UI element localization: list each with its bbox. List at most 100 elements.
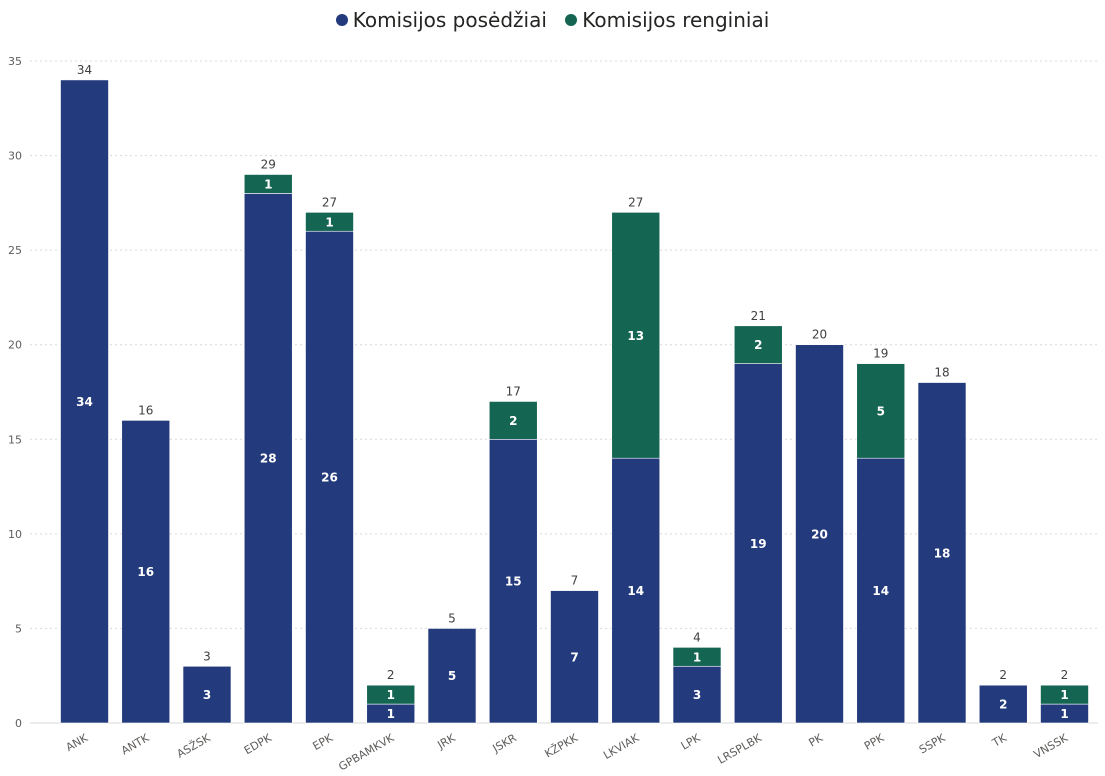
bar-segment-label: 1 — [693, 650, 701, 664]
bar-total-label: 21 — [751, 309, 766, 323]
y-tick-label: 35 — [8, 55, 22, 68]
bar-segment-renginiai[interactable] — [1040, 684, 1089, 705]
bar-total-label: 3 — [203, 649, 211, 663]
bar-segment-posedziai[interactable] — [60, 79, 109, 724]
x-category-label: LKVIAK — [601, 731, 642, 762]
bar-segment-posedziai[interactable] — [182, 665, 232, 724]
bar-segment-label: 7 — [570, 650, 578, 664]
y-tick-label: 30 — [8, 150, 22, 163]
x-category-label: SSPK — [917, 731, 948, 757]
bar-segment-renginiai[interactable] — [488, 401, 538, 440]
x-category-label: VNSSK — [1032, 731, 1071, 761]
bar-total-label: 27 — [322, 195, 337, 209]
bar-total-label: 4 — [693, 630, 701, 644]
bar-segment-renginiai[interactable] — [305, 212, 354, 232]
bar-segment-posedziai[interactable] — [978, 684, 1028, 724]
x-category-label: EDPK — [242, 731, 275, 757]
bar-total-label: 17 — [506, 384, 521, 398]
bar-segment-label: 14 — [627, 584, 644, 598]
bar-segment-label: 1 — [387, 688, 395, 702]
bar-segment-posedziai[interactable] — [121, 420, 171, 724]
y-tick-label: 0 — [15, 717, 22, 730]
bar-segment-label: 28 — [260, 452, 277, 466]
x-category-label: TK — [989, 731, 1009, 750]
chart-legend: Komisijos posėdžiai Komisijos renginiai — [0, 8, 1105, 32]
bar-total-label: 19 — [873, 347, 888, 361]
bar-segment-label: 2 — [999, 698, 1007, 712]
y-tick-label: 15 — [8, 433, 22, 446]
legend-item-posedziai[interactable]: Komisijos posėdžiai — [335, 8, 547, 32]
bar-segment-label: 5 — [448, 669, 456, 683]
x-category-label: EPK — [310, 731, 335, 753]
x-category-label: PPK — [862, 731, 887, 753]
x-category-label: GPBAMKVK — [336, 731, 397, 773]
y-axis-ticks: 0 5 10 15 20 25 30 35 — [8, 55, 22, 730]
bar-segment-label: 1 — [264, 177, 272, 191]
bar-segment-label: 5 — [877, 404, 885, 418]
bar-segment-renginiai[interactable] — [243, 174, 293, 194]
bar-total-label: 2 — [387, 668, 395, 682]
bar-segment-posedziai[interactable] — [550, 590, 599, 724]
legend-marker-renginiai — [565, 14, 578, 26]
bar-segment-renginiai[interactable] — [856, 363, 906, 459]
bar-segment-renginiai[interactable] — [672, 647, 722, 667]
bar-segment-label: 1 — [325, 215, 333, 229]
bar-total-label: 18 — [934, 366, 949, 380]
bar-segment-label: 1 — [387, 707, 395, 721]
legend-item-renginiai[interactable]: Komisijos renginiai — [565, 8, 769, 32]
bar-total-label: 5 — [448, 611, 456, 625]
legend-marker-posedziai — [335, 14, 348, 26]
bar-total-label: 2 — [1061, 668, 1069, 682]
x-category-label: JRK — [434, 731, 458, 752]
x-category-label: PK — [806, 731, 825, 750]
legend-label-posedziai: Komisijos posėdžiai — [352, 8, 547, 32]
x-category-label: LRSPLBK — [715, 731, 764, 767]
bar-segment-label: 13 — [627, 329, 644, 343]
y-tick-label: 20 — [8, 339, 22, 352]
x-axis-labels: ANK ANTK ASŽSK EDPK EPK GPBAMKVK JRK JSKR KŽPKK L… — [64, 731, 1071, 773]
bar-segment-label: 14 — [872, 584, 889, 598]
bar-segment-label: 3 — [203, 688, 211, 702]
bar-segment-posedziai[interactable] — [856, 457, 906, 724]
bar-segment-label: 2 — [509, 414, 517, 428]
bar-segment-label: 20 — [811, 527, 828, 541]
y-tick-label: 10 — [8, 528, 22, 541]
bar-segment-label: 18 — [934, 546, 951, 560]
bar-segment-posedziai[interactable] — [795, 344, 844, 724]
bar-segment-posedziai[interactable] — [305, 230, 354, 724]
bar-segment-label: 3 — [693, 688, 701, 702]
bar-segment-label: 19 — [750, 537, 767, 551]
bar-segment-posedziai[interactable] — [243, 193, 293, 724]
bar-segment-label: 1 — [1060, 707, 1068, 721]
bar-total-label: 16 — [138, 403, 153, 417]
bar-total-label: 34 — [77, 63, 92, 77]
bar-total-label: 27 — [628, 195, 643, 209]
bar-segment-posedziai[interactable] — [672, 665, 722, 724]
x-category-label: ANTK — [119, 731, 152, 757]
y-tick-label: 5 — [15, 622, 22, 635]
x-category-label: ANK — [64, 731, 91, 754]
bar-segment-renginiai[interactable] — [366, 684, 416, 705]
x-category-label: ASŽSK — [175, 731, 214, 761]
bar-segment-label: 34 — [76, 395, 93, 409]
bar-segment-posedziai[interactable] — [917, 382, 967, 724]
bar-segment-label: 15 — [505, 575, 522, 589]
bar-total-label: 20 — [812, 328, 827, 342]
bar-segment-posedziai[interactable] — [611, 457, 661, 724]
bar-total-label: 7 — [571, 574, 579, 588]
bar-total-label: 29 — [261, 157, 276, 171]
bar-segment-label: 2 — [754, 338, 762, 352]
bar-segment-renginiai[interactable] — [611, 212, 661, 459]
bar-segment-label: 1 — [1060, 688, 1068, 702]
bar-segment-posedziai[interactable] — [488, 438, 538, 724]
bar-segment-posedziai[interactable] — [427, 628, 477, 724]
legend-label-renginiai: Komisijos renginiai — [582, 8, 770, 32]
y-tick-label: 25 — [8, 244, 22, 257]
x-category-label: KŽPKK — [542, 731, 580, 761]
x-category-label: JSKR — [490, 731, 519, 755]
x-category-label: LPK — [679, 731, 703, 753]
bar-segment-label: 16 — [137, 565, 154, 579]
bar-segment-renginiai[interactable] — [733, 325, 783, 364]
